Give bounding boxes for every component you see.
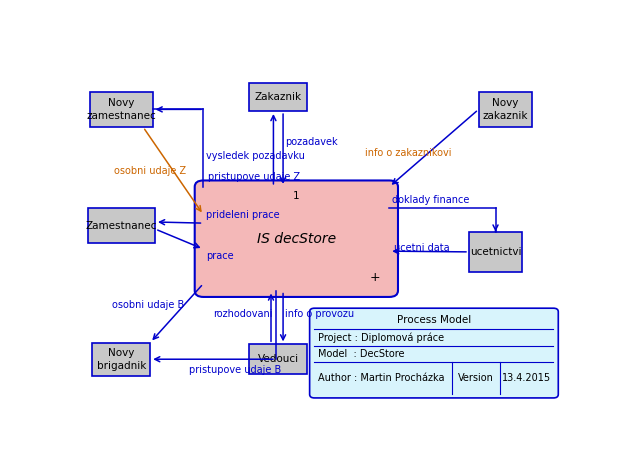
Text: Process Model: Process Model <box>397 315 471 325</box>
Text: +: + <box>370 271 381 284</box>
Text: Novy
zamestnanec: Novy zamestnanec <box>87 98 156 121</box>
Text: osobni udaje Z: osobni udaje Z <box>114 166 186 176</box>
FancyBboxPatch shape <box>469 232 522 272</box>
Text: pozadavek: pozadavek <box>285 137 338 147</box>
Text: Zamestnanec: Zamestnanec <box>85 221 157 230</box>
Text: vysledek pozadavku: vysledek pozadavku <box>206 151 305 161</box>
Text: rozhodovani: rozhodovani <box>213 309 273 319</box>
Text: pristupove udaje B: pristupove udaje B <box>189 365 281 374</box>
Text: 13.4.2015: 13.4.2015 <box>502 373 551 383</box>
Text: ucetni data: ucetni data <box>394 243 450 253</box>
Text: ucetnictvi: ucetnictvi <box>470 247 521 257</box>
Text: info o zakaznikovi: info o zakaznikovi <box>365 149 452 159</box>
Text: Novy
brigadnik: Novy brigadnik <box>97 348 146 371</box>
Text: Author : Martin Procházka: Author : Martin Procházka <box>318 373 445 383</box>
Text: 1: 1 <box>293 191 300 202</box>
Text: prideleni prace: prideleni prace <box>206 210 280 220</box>
FancyBboxPatch shape <box>92 342 150 376</box>
Text: Version: Version <box>458 373 493 383</box>
Text: Vedouci: Vedouci <box>258 354 299 364</box>
FancyBboxPatch shape <box>90 92 153 127</box>
FancyBboxPatch shape <box>478 92 532 127</box>
FancyBboxPatch shape <box>195 181 398 297</box>
Text: prace: prace <box>206 251 234 261</box>
Text: Novy
zakaznik: Novy zakaznik <box>482 98 528 121</box>
Text: Model  : DecStore: Model : DecStore <box>318 349 405 359</box>
Text: info o provozu: info o provozu <box>285 309 354 319</box>
FancyBboxPatch shape <box>249 344 307 374</box>
FancyBboxPatch shape <box>87 208 155 243</box>
Text: IS decStore: IS decStore <box>257 232 336 246</box>
Text: doklady finance: doklady finance <box>392 195 469 205</box>
Text: osobni udaje B: osobni udaje B <box>112 300 184 310</box>
Text: pristupove udaje Z: pristupove udaje Z <box>208 171 300 181</box>
FancyBboxPatch shape <box>310 308 558 398</box>
Text: Zakaznik: Zakaznik <box>255 92 302 102</box>
FancyBboxPatch shape <box>249 83 307 111</box>
Text: Project : Diplomová práce: Project : Diplomová práce <box>318 332 444 343</box>
